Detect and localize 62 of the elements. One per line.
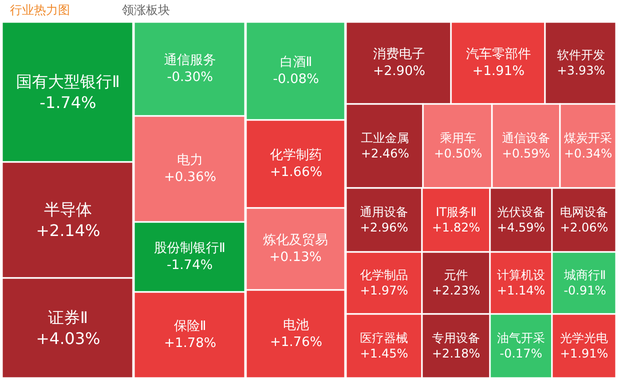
data-label: +2.96% xyxy=(360,220,408,235)
category-label: 油气开采 xyxy=(497,331,545,345)
data-label: +1.76% xyxy=(270,334,322,350)
category-label: 煤炭开采 xyxy=(564,131,612,145)
data-label: +2.06% xyxy=(560,220,608,235)
data-label: +1.82% xyxy=(432,220,480,235)
category-label: 汽车零部件 xyxy=(466,47,531,62)
data-label: +2.90% xyxy=(373,64,426,79)
data-label: +2.18% xyxy=(432,346,480,361)
category-label: 乘用车 xyxy=(440,131,476,145)
category-label: 通信设备 xyxy=(502,131,550,145)
data-label: +0.59% xyxy=(502,146,550,161)
category-label: 通信服务 xyxy=(164,53,216,68)
data-label: +0.34% xyxy=(564,146,612,161)
data-label: +2.46% xyxy=(361,146,410,161)
category-label: 电池 xyxy=(283,318,310,333)
category-label: 电力 xyxy=(177,153,204,168)
data-label: +1.97% xyxy=(360,284,408,298)
data-label: -0.17% xyxy=(500,346,542,361)
data-label: +1.66% xyxy=(270,164,322,180)
category-label: 光伏设备 xyxy=(497,205,546,219)
data-label: +1.45% xyxy=(360,346,408,361)
data-label: -1.74% xyxy=(40,92,96,112)
category-label: 化学制品 xyxy=(360,268,408,282)
data-label: -0.30% xyxy=(167,70,213,85)
category-label: 通用设备 xyxy=(360,205,408,219)
data-label: -0.91% xyxy=(564,284,606,298)
data-label: +4.59% xyxy=(497,220,546,235)
category-label: 医疗器械 xyxy=(360,331,408,345)
text: 行业热力图 xyxy=(10,3,70,17)
data-label: +0.13% xyxy=(269,250,322,265)
data-label: +2.14% xyxy=(36,220,100,240)
category-label: 消费电子 xyxy=(373,47,426,62)
category-label: 专用设备 xyxy=(432,331,480,345)
category-label: IT服务Ⅱ xyxy=(436,205,476,219)
category-label: 化学制药 xyxy=(270,148,322,163)
data-label: +1.91% xyxy=(560,346,608,361)
data-label: +2.23% xyxy=(432,284,480,298)
data-label: +0.36% xyxy=(164,170,216,185)
data-label: +1.91% xyxy=(472,64,525,79)
data-label: -0.08% xyxy=(273,72,319,87)
category-label: 白酒Ⅱ xyxy=(280,55,312,70)
data-label: +1.78% xyxy=(164,336,216,351)
category-label: 炼化及贸易 xyxy=(263,233,328,248)
category-label: 光学光电 xyxy=(560,331,608,345)
category-label: 国有大型银行Ⅱ xyxy=(16,72,120,91)
category-label: 股份制银行Ⅱ xyxy=(154,241,226,256)
category-label: 城商行Ⅱ xyxy=(563,268,606,282)
data-label: -1.74% xyxy=(166,258,213,273)
data-label: +1.14% xyxy=(497,284,546,298)
category-label: 电网设备 xyxy=(560,205,608,219)
data-label: +4.03% xyxy=(36,328,100,348)
category-label: 工业金属 xyxy=(361,131,410,145)
category-label: 计算机设 xyxy=(497,268,546,282)
category-label: 半导体 xyxy=(44,200,92,219)
data-label: +0.50% xyxy=(434,146,482,161)
data-label: +3.93% xyxy=(557,64,606,78)
category-label: 软件开发 xyxy=(557,48,606,62)
category-label: 保险Ⅱ xyxy=(174,319,206,334)
category-label: 证券Ⅱ xyxy=(48,308,88,327)
text: 领涨板块 xyxy=(122,3,170,17)
category-label: 元件 xyxy=(444,268,468,282)
